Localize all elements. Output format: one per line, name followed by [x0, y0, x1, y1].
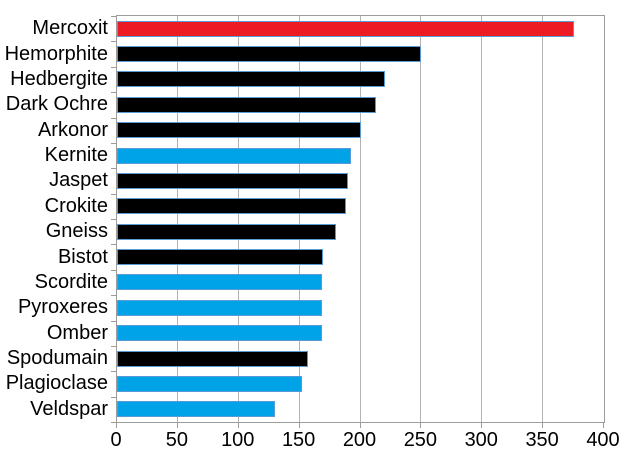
bar-scordite — [117, 274, 322, 291]
y-tick-6 — [111, 168, 116, 170]
bar-omber — [117, 325, 322, 342]
gridline-100 — [237, 16, 239, 422]
y-tick-1 — [111, 41, 116, 43]
gridline-150 — [298, 16, 300, 422]
x-tick-label-400: 400 — [586, 429, 620, 451]
bar-dark-ochre — [117, 96, 376, 113]
bar-jaspet — [117, 172, 348, 189]
category-label-gneiss: Gneiss — [45, 220, 108, 243]
bar-hemorphite — [117, 46, 421, 63]
category-label-arkonor: Arkonor — [37, 118, 108, 141]
y-tick-5 — [111, 142, 116, 144]
bar-pyroxeres — [117, 299, 322, 316]
x-tick-label-200: 200 — [342, 429, 377, 451]
y-tick-12 — [111, 320, 116, 322]
y-tick-9 — [111, 244, 116, 246]
x-tick-0 — [116, 423, 117, 428]
x-tick-400 — [603, 423, 604, 428]
bar-crokite — [117, 198, 346, 215]
gridline-300 — [481, 16, 483, 422]
bar-veldspar — [117, 401, 275, 418]
category-label-spodumain: Spodumain — [6, 347, 108, 370]
y-tick-4 — [111, 117, 116, 119]
x-tick-200 — [359, 423, 361, 428]
x-tick-label-0: 0 — [110, 429, 122, 451]
y-tick-13 — [111, 345, 116, 347]
bar-gneiss — [117, 223, 336, 240]
y-tick-15 — [111, 396, 116, 398]
x-tick-150 — [298, 423, 300, 428]
category-label-omber: Omber — [46, 321, 108, 344]
category-label-veldspar: Veldspar — [30, 397, 108, 420]
x-tick-label-350: 350 — [525, 429, 559, 451]
x-tick-label-300: 300 — [464, 429, 498, 451]
gridline-50 — [176, 16, 178, 422]
x-tick-label-150: 150 — [281, 429, 316, 451]
y-tick-14 — [111, 371, 116, 373]
y-tick-3 — [111, 92, 116, 94]
x-tick-250 — [420, 423, 422, 428]
y-tick-16 — [111, 422, 116, 423]
gridline-250 — [420, 16, 422, 422]
y-tick-2 — [111, 66, 116, 68]
bar-kernite — [117, 147, 351, 164]
bar-hedbergite — [117, 71, 385, 88]
bar-arkonor — [117, 122, 361, 139]
category-label-crokite: Crokite — [44, 194, 108, 217]
gridline-200 — [359, 16, 361, 422]
category-label-dark-ochre: Dark Ochre — [5, 93, 108, 116]
category-label-pyroxeres: Pyroxeres — [17, 296, 108, 319]
x-tick-label-50: 50 — [165, 429, 188, 451]
category-label-kernite: Kernite — [44, 144, 108, 167]
gridline-350 — [542, 16, 544, 422]
y-tick-0 — [111, 16, 116, 17]
x-tick-100 — [237, 423, 239, 428]
x-tick-label-250: 250 — [403, 429, 438, 451]
category-label-hedbergite: Hedbergite — [10, 67, 108, 90]
y-tick-10 — [111, 269, 116, 271]
x-tick-label-100: 100 — [221, 429, 255, 451]
bar-bistot — [117, 249, 323, 266]
category-label-bistot: Bistot — [57, 245, 108, 268]
x-tick-50 — [176, 423, 178, 428]
bar-spodumain — [117, 350, 308, 367]
bar-plagioclase — [117, 375, 302, 392]
x-tick-300 — [481, 423, 483, 428]
y-tick-11 — [111, 295, 116, 297]
category-label-plagioclase: Plagioclase — [5, 372, 108, 395]
category-label-jaspet: Jaspet — [49, 169, 108, 192]
x-tick-350 — [542, 423, 544, 428]
category-label-mercoxit: Mercoxit — [32, 17, 108, 40]
category-label-scordite: Scordite — [34, 270, 108, 293]
bar-mercoxit — [117, 20, 574, 37]
category-label-hemorphite: Hemorphite — [4, 42, 108, 65]
y-tick-8 — [111, 219, 116, 220]
y-tick-7 — [111, 193, 116, 195]
